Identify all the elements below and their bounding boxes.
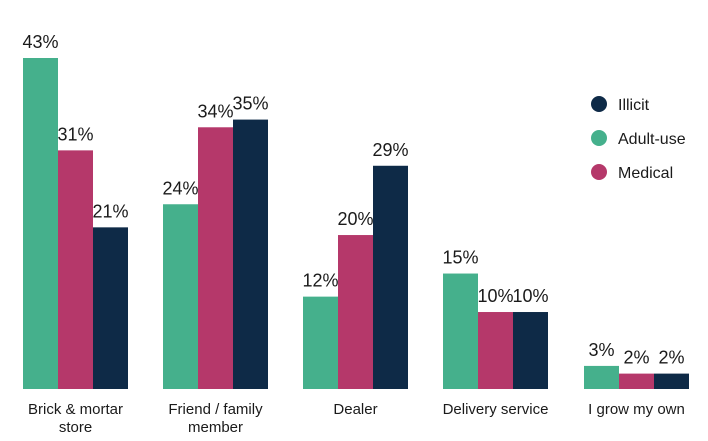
bar-illicit-4 [654,373,689,389]
value-label-medical-3: 10% [477,286,513,306]
bar-medical-0 [58,150,93,389]
category-label-2-0: Dealer [333,401,377,418]
value-label-illicit-3: 10% [512,286,548,306]
value-label-adult-use-1: 24% [162,178,198,198]
value-label-illicit-4: 2% [658,348,684,368]
value-label-illicit-2: 29% [372,140,408,160]
value-label-medical-1: 34% [197,101,233,121]
bar-illicit-3 [513,312,548,389]
value-label-adult-use-2: 12% [302,271,338,291]
legend-label-adult-use: Adult-use [618,131,686,148]
bar-adult-use-2 [303,296,338,389]
legend-swatch-medical [591,164,607,180]
bar-adult-use-1 [163,204,198,389]
bar-medical-3 [478,312,513,389]
bar-medical-1 [198,127,233,390]
legend-label-illicit: Illicit [618,97,650,114]
bar-adult-use-0 [23,58,58,389]
value-label-adult-use-3: 15% [442,248,478,268]
category-label-1-0: Friend / family [168,401,263,418]
value-label-illicit-0: 21% [92,201,128,221]
value-label-adult-use-4: 3% [588,340,614,360]
bar-medical-4 [619,373,654,389]
value-label-medical-2: 20% [337,209,373,229]
category-label-3-0: Delivery service [443,401,549,418]
legend-label-medical: Medical [618,165,673,182]
value-label-illicit-1: 35% [232,94,268,114]
bar-medical-2 [338,235,373,389]
legend-swatch-illicit [591,96,607,112]
value-labels-layer: 43% 31% 21% 24% 34%35% 12% 20% 29% 15% 10%10% 3% 2%… [22,32,684,368]
bar-adult-use-3 [443,273,478,389]
bar-illicit-2 [373,165,408,389]
value-label-medical-4: 2% [623,348,649,368]
category-label-0-1: store [59,419,92,436]
category-label-4-0: I grow my own [588,401,685,418]
value-label-adult-use-0: 43% [22,32,58,52]
legend: Illicit Adult-use Medical [591,96,686,182]
bars-layer [23,58,689,390]
value-label-medical-0: 31% [57,124,93,144]
bar-adult-use-4 [584,365,619,389]
category-label-1-1: member [188,419,243,436]
bar-illicit-1 [233,119,268,390]
bar-illicit-0 [93,227,128,389]
legend-swatch-adult-use [591,130,607,146]
category-label-0-0: Brick & mortar [28,401,123,418]
